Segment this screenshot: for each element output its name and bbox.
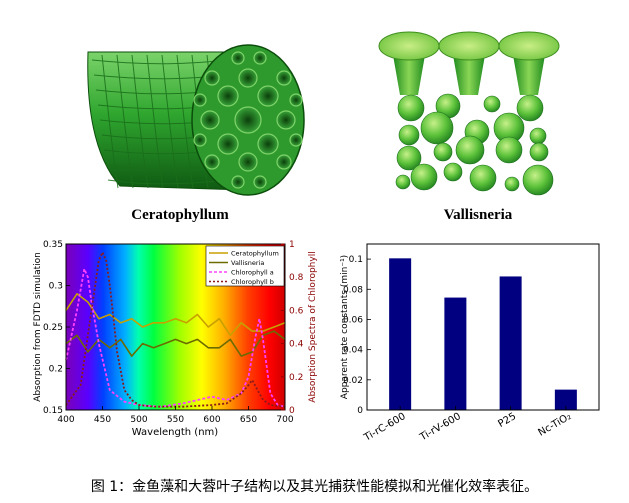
y-right-tick-label: 0.6 (289, 306, 304, 316)
y-right-tick-label: 0 (289, 406, 295, 416)
figure-caption: 图 1：金鱼藻和大蓉叶子结构以及其光捕获性能模拟和光催化效率表征。 (90, 479, 539, 495)
ceratophyllum-label: Ceratophyllum (131, 207, 229, 223)
legend-entry: Chlorophyll b (231, 278, 274, 286)
x-tick-label: 450 (94, 415, 111, 425)
category-label: Nc-TiO₂ (537, 411, 574, 439)
x-tick-label: 650 (240, 415, 257, 425)
series-line-chlorophyll-b (65, 251, 286, 408)
y-tick-label: 0.02 (343, 376, 363, 386)
x-tick-label: 400 (57, 415, 74, 425)
y-tick-label: 0.06 (343, 315, 363, 325)
y-tick-label: 0 (357, 406, 363, 416)
x-tick-label: 700 (276, 415, 293, 425)
legend-entry: Vallisneria (231, 259, 264, 267)
y-left-tick-label: 0.2 (49, 365, 63, 375)
y-right-tick-label: 1 (289, 240, 295, 250)
rate-axis-label: Apparent rate constants (min⁻¹) (340, 255, 350, 399)
chlorophyll-axis-label: Absorption Spectra of Chlorophyll (308, 251, 318, 402)
legend-entry: Ceratophyllum (231, 250, 279, 258)
bar (554, 389, 577, 410)
y-right-tick-label: 0.8 (289, 273, 304, 283)
y-left-tick-label: 0.15 (43, 406, 63, 416)
y-left-tick-label: 0.25 (43, 323, 63, 333)
category-label: Ti-rC-600 (361, 411, 407, 444)
y-left-tick-label: 0.3 (49, 282, 63, 292)
y-right-tick-label: 0.2 (289, 373, 303, 383)
bar (444, 297, 467, 410)
y-tick-label: 0.04 (343, 346, 363, 356)
x-tick-label: 600 (203, 415, 220, 425)
x-tick-label: 500 (130, 415, 147, 425)
bar (389, 258, 412, 410)
vallisneria-illustration (378, 31, 560, 196)
series-line-vallisneria (65, 330, 286, 357)
x-tick-label: 550 (167, 415, 184, 425)
ceratophyllum-illustration (87, 44, 305, 196)
fdtd-axis-label: Absorption from FDTD simulation (33, 252, 43, 402)
legend-entry: Chlorophyll a (231, 269, 274, 277)
category-label: Ti-rV-600 (417, 411, 463, 444)
y-tick-label: 0.08 (343, 285, 363, 295)
bar (499, 276, 522, 410)
category-label: P25 (496, 411, 518, 430)
rate-constant-chart: Ti-rC-600 Ti-rV-600 P25 Nc-TiO₂ 0 0.02 0.04 0.0… (340, 243, 600, 444)
vallisneria-label: Vallisneria (444, 207, 513, 223)
y-right-tick-label: 0.4 (289, 340, 304, 350)
wavelength-axis-label: Wavelength (nm) (132, 427, 218, 438)
absorption-chart: 400 450 500 550 600 650 700 0.15 0.2 0.25 0.3 0.35 0… (33, 240, 318, 438)
series-line-ceratophyllum (65, 292, 286, 337)
series-line-chlorophyll-a (65, 267, 286, 408)
y-tick-label: 0.1 (349, 255, 363, 265)
y-left-tick-label: 0.35 (43, 240, 63, 250)
